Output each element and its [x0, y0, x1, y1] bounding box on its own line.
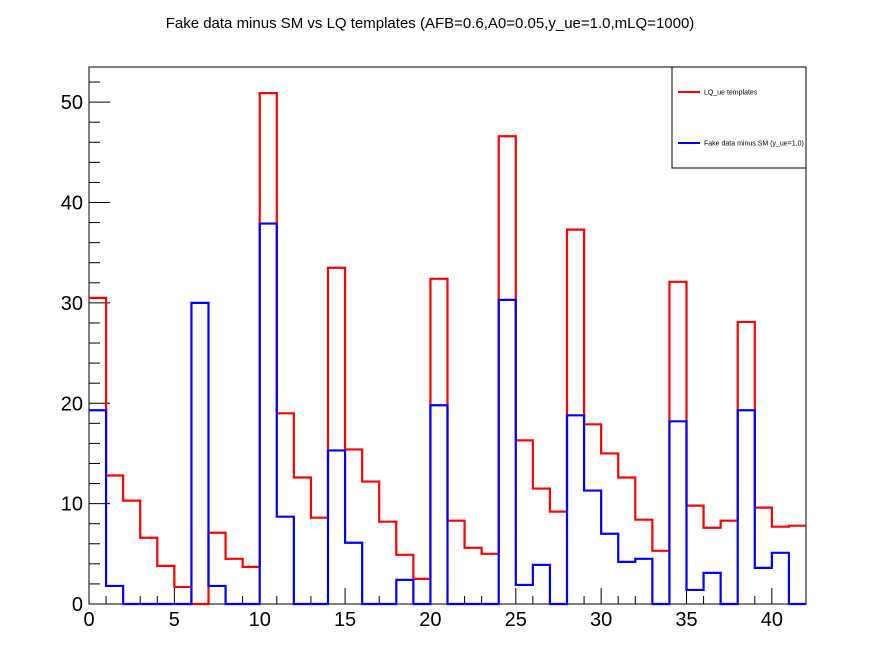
x-tick-label: 25 [505, 609, 527, 631]
legend-label: LQ_ue templates [704, 90, 758, 97]
y-tick-label: 30 [61, 293, 83, 315]
y-tick-label: 40 [61, 193, 83, 215]
series-layer [89, 91, 806, 606]
y-axis: 0 10 20 30 40 50 [61, 81, 110, 616]
x-tick-label: 15 [334, 609, 356, 631]
x-tick-label: 0 [83, 609, 94, 631]
y-tick-label: 50 [61, 92, 83, 114]
legend: LQ_ue templates Fake data minus SM (y_ue=… [671, 66, 807, 169]
series-line-2 [89, 222, 806, 606]
x-tick-label: 35 [675, 609, 697, 631]
x-tick-label: 40 [761, 609, 783, 631]
y-tick-label: 20 [61, 393, 83, 415]
chart-title: Fake data minus SM vs LQ templates (AFB=… [166, 15, 695, 32]
x-tick-label: 30 [590, 609, 612, 631]
legend-box [671, 66, 807, 169]
y-tick-label: 10 [61, 494, 83, 516]
x-tick-label: 10 [249, 609, 271, 631]
legend-label: Fake data minus SM (y_ue=1.0) [704, 141, 804, 148]
x-tick-label: 20 [419, 609, 441, 631]
x-tick-label: 5 [169, 609, 180, 631]
y-tick-label: 0 [72, 594, 83, 616]
